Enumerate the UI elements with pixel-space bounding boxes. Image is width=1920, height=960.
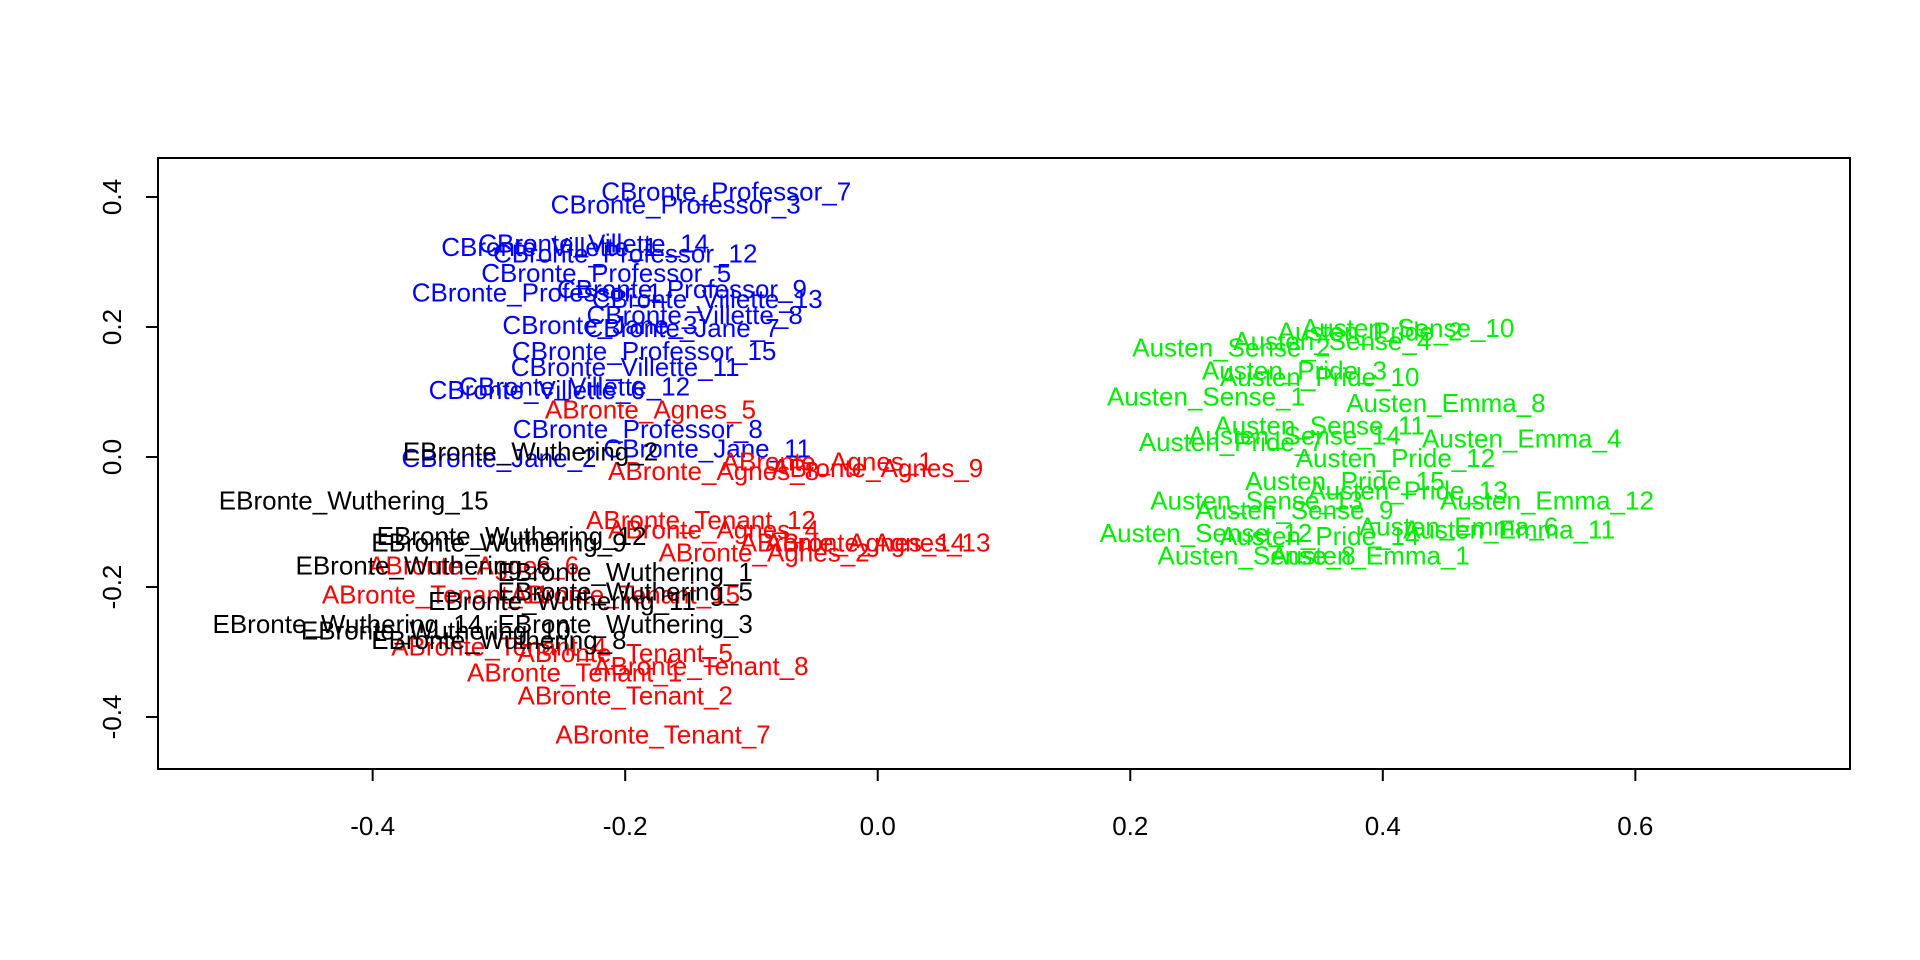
point-label: CBronte_Jane_3	[502, 310, 697, 340]
point-label: CBronte_Professor_8	[513, 414, 763, 444]
point-label: Austen_Pride_13	[1308, 476, 1507, 506]
point-label: ABronte_Agnes_8	[608, 456, 819, 486]
point-label: Austen_Pride_10	[1220, 362, 1419, 392]
point-label: Austen_Emma_12	[1440, 485, 1654, 515]
point-label: Austen_Pride_3	[1202, 355, 1387, 385]
point-label: CBronte_Professor_15	[512, 336, 776, 366]
point-label: Austen_Pride_15	[1245, 466, 1444, 496]
point-label: ABronte_Agnes_5	[545, 394, 756, 424]
point-label: ABronte_Agnes_1	[722, 446, 933, 476]
point-label: EBronte_Wuthering_5	[498, 576, 753, 606]
point-label: Austen_Sense_11	[1214, 411, 1425, 441]
point-label: ABronte_Agnes_4	[608, 515, 819, 545]
y-tick-label: 0.2	[97, 309, 127, 345]
point-label: CBronte_Villette_1	[441, 232, 657, 262]
point-label: EBronte_Wuthering_2	[403, 437, 658, 467]
point-label: ABronte_Tenant_12	[586, 505, 816, 535]
x-tick-label: -0.2	[603, 811, 648, 841]
point-label: CBronte_Professor_1	[412, 277, 662, 307]
y-tick-label: 0.0	[97, 439, 127, 475]
point-label: Austen_Pride_2	[1278, 316, 1463, 346]
point-label: ABronte_Agnes_6	[368, 550, 579, 580]
point-label: Austen_Sense_4	[1233, 326, 1431, 356]
point-label: Austen_Emma_1	[1270, 541, 1469, 571]
point-label: Austen_Sense_12	[1100, 518, 1313, 548]
point-label: ABronte_Tenant_5	[517, 638, 732, 668]
y-axis: -0.4 -0.2 0.0 0.2 0.4	[97, 179, 159, 740]
point-label: Austen_Sense_2	[1132, 333, 1330, 363]
point-label: ABronte_Tenant_2	[517, 680, 732, 710]
point-label: ABronte_Tenant_4	[391, 632, 606, 662]
point-label: Austen_Pride_14	[1220, 521, 1419, 551]
point-label: ABronte_Agnes_9	[772, 453, 983, 483]
point-label: ABronte_Tenant_8	[593, 651, 808, 681]
y-tick-label: -0.4	[97, 695, 127, 740]
point-label: Austen_Emma_11	[1403, 515, 1615, 545]
point-label: CBronte_Villette_8	[586, 300, 802, 330]
point-label: ABronte_Agnes_2	[659, 537, 870, 567]
point-label: CBronte_Villette_11	[511, 352, 740, 382]
point-label: EBronte_Wuthering_14	[212, 609, 482, 639]
point-label: CBronte_Professor_12	[493, 238, 757, 268]
y-tick-label: 0.4	[97, 179, 127, 215]
point-label: Austen_Emma_6	[1359, 511, 1558, 541]
point-label: ABronte_Tenant_15	[510, 580, 740, 610]
point-label: EBronte_Wuthering_12	[377, 521, 647, 551]
point-label: Austen_Sense_14	[1188, 420, 1401, 450]
point-label: CBronte_Jane_7	[584, 313, 779, 343]
y-tick-label: -0.2	[97, 565, 127, 610]
point-label: CBronte_Villette_12	[459, 372, 690, 402]
x-tick-label: 0.4	[1365, 811, 1401, 841]
point-label: EBronte_Wuthering_6	[295, 550, 550, 580]
point-label: CBronte_Villette_6	[429, 375, 645, 405]
x-axis: -0.4 -0.2 0.0 0.2 0.4 0.6	[350, 768, 1653, 841]
point-label: Austen_Sense_8	[1158, 541, 1356, 571]
point-label: EBronte_Wuthering_3	[498, 609, 753, 639]
x-tick-label: 0.6	[1617, 811, 1653, 841]
point-label: ABronte_Agnes_14	[740, 528, 966, 558]
point-label: EBronte_Wuthering_10	[301, 615, 571, 645]
point-label: ABronte_Agnes_13	[765, 528, 991, 558]
point-label: EBronte_Wuthering_8	[371, 625, 626, 655]
point-label: CBronte_Villette_14	[478, 229, 709, 259]
point-label: Austen_Pride_7	[1139, 427, 1324, 457]
point-label: EBronte_Wuthering_15	[219, 485, 489, 515]
x-tick-label: -0.4	[350, 811, 395, 841]
point-label: CBronte_Professor_5	[481, 258, 731, 288]
x-tick-label: 0.2	[1112, 811, 1148, 841]
point-label: EBronte_Wuthering_9	[371, 528, 626, 558]
point-label: CBronte_Jane_2	[401, 443, 596, 473]
point-label: CBronte_Professor_7	[601, 177, 851, 207]
point-label: Austen_Emma_8	[1346, 388, 1545, 418]
point-label: Austen_Sense_10	[1302, 313, 1515, 343]
point-label: Austen_Sense_9	[1195, 495, 1393, 525]
x-tick-label: 0.0	[860, 811, 896, 841]
point-label: Austen_Emma_4	[1422, 424, 1621, 454]
point-label: ABronte_Tenant_1	[467, 658, 682, 688]
point-label: Austen_Sense_1	[1107, 381, 1305, 411]
point-label: ABronte_Tenant_7	[555, 719, 770, 749]
point-label: CBronte_Villette_13	[592, 284, 823, 314]
point-label: CBronte_Professor_9	[557, 274, 807, 304]
point-label: Austen_Pride_12	[1296, 443, 1495, 473]
point-label: ABronte_Tenant_11	[322, 580, 550, 610]
point-label: CBronte_Professor_3	[551, 190, 801, 220]
point-label: EBronte_Wuthering_1	[498, 557, 753, 587]
point-label: Austen_Sense_13	[1150, 485, 1363, 515]
point-label: EBronte_Wuthering_11	[428, 586, 696, 616]
point-label: CBronte_Jane_11	[603, 433, 811, 463]
